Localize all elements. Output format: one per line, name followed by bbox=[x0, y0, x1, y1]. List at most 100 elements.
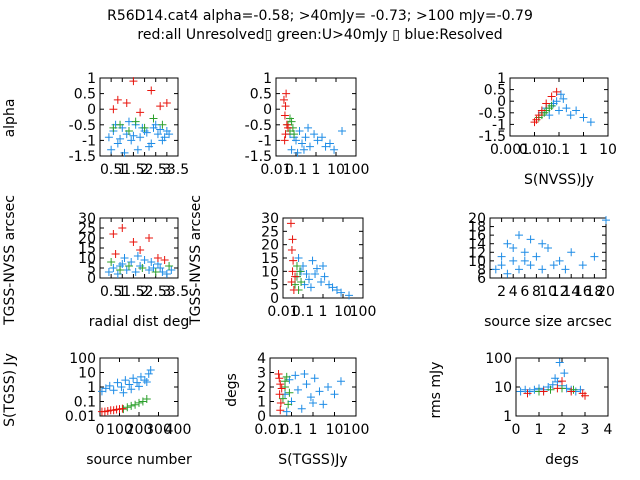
blue-point bbox=[336, 377, 345, 386]
blue-point bbox=[309, 398, 317, 407]
x-tick-label: 100 bbox=[106, 422, 133, 438]
blue-point bbox=[162, 270, 171, 278]
red-point bbox=[281, 130, 290, 139]
blue-point bbox=[109, 264, 118, 272]
y-axis-label: rms mJy bbox=[428, 362, 444, 419]
y-axis-label: degs bbox=[224, 373, 240, 407]
blue-point bbox=[144, 369, 153, 378]
red-point bbox=[162, 98, 171, 107]
green-point bbox=[140, 123, 149, 132]
red-point bbox=[280, 111, 289, 120]
x-tick-label: 0 bbox=[512, 422, 521, 438]
y-tick-label: -1 bbox=[258, 133, 272, 149]
blue-point bbox=[345, 291, 354, 300]
blue-point bbox=[292, 136, 300, 145]
green-point bbox=[116, 266, 125, 274]
green-point bbox=[142, 394, 151, 403]
y-tick-label: -1 bbox=[82, 133, 96, 149]
x-tick-label: 3.5 bbox=[167, 284, 189, 300]
blue-point bbox=[548, 380, 557, 389]
plot-frame bbox=[99, 77, 179, 157]
green-point bbox=[547, 101, 556, 110]
green-point bbox=[124, 127, 133, 136]
green-point bbox=[131, 400, 140, 409]
y-tick-label: 0 bbox=[497, 94, 506, 110]
y-tick-label: 0 bbox=[270, 291, 279, 307]
blue-point bbox=[497, 261, 506, 270]
blue-point bbox=[142, 128, 151, 137]
blue-point bbox=[338, 127, 347, 136]
blue-point bbox=[566, 111, 575, 120]
green-point bbox=[135, 398, 143, 407]
blue-point bbox=[287, 145, 296, 154]
x-tick-label: 0.001 bbox=[490, 142, 530, 158]
blue-point bbox=[516, 387, 525, 396]
red-point bbox=[276, 406, 285, 415]
blue-point bbox=[318, 133, 327, 142]
x-tick-label: 3 bbox=[581, 422, 590, 438]
y-tick-label: -0.5 bbox=[479, 106, 506, 122]
blue-point bbox=[153, 130, 162, 139]
y-tick-label: 10 bbox=[78, 251, 96, 267]
y-tick-label: 0 bbox=[87, 102, 96, 118]
x-tick-label: 2 bbox=[140, 284, 149, 300]
x-tick-label: 0.01 bbox=[519, 142, 550, 158]
blue-point bbox=[133, 252, 142, 260]
red-point bbox=[136, 108, 145, 117]
blue-point bbox=[156, 125, 165, 134]
red-point bbox=[281, 102, 290, 111]
red-point bbox=[581, 391, 589, 400]
blue-point bbox=[113, 270, 122, 278]
x-tick-label: 300 bbox=[145, 422, 172, 438]
x-tick-label: 14 bbox=[562, 284, 580, 300]
blue-point bbox=[306, 393, 315, 402]
x-tick-label: 1.5 bbox=[122, 162, 144, 178]
green-point bbox=[297, 278, 306, 286]
y-tick-label: 2 bbox=[257, 380, 266, 396]
blue-point bbox=[116, 134, 125, 143]
blue-point bbox=[127, 258, 136, 266]
blue-point bbox=[549, 261, 558, 270]
y-tick-label: 30 bbox=[261, 211, 279, 227]
x-tick-label: 2 bbox=[497, 284, 506, 300]
x-tick-label: 16 bbox=[574, 284, 592, 300]
blue-point bbox=[559, 94, 568, 103]
blue-point bbox=[579, 113, 588, 122]
red-point bbox=[291, 272, 300, 281]
green-point bbox=[290, 130, 299, 139]
green-point bbox=[151, 268, 160, 276]
blue-point bbox=[308, 256, 317, 265]
x-tick-label: 6 bbox=[520, 284, 529, 300]
y-tick-label: 1 bbox=[263, 71, 272, 87]
green-point bbox=[127, 401, 136, 410]
blue-point bbox=[311, 270, 320, 278]
blue-point bbox=[332, 286, 341, 294]
blue-point bbox=[312, 264, 321, 273]
blue-point bbox=[136, 372, 145, 381]
green-point bbox=[131, 117, 140, 126]
blue-point bbox=[555, 358, 564, 367]
x-tick-label: 1 bbox=[118, 284, 127, 300]
y-tick-label: 1 bbox=[87, 71, 96, 87]
x-tick-label: 3 bbox=[162, 162, 171, 178]
blue-point bbox=[293, 148, 302, 157]
x-tick-label: 0.01 bbox=[260, 162, 291, 178]
blue-point bbox=[127, 136, 136, 145]
blue-point bbox=[291, 371, 300, 380]
blue-point bbox=[330, 390, 339, 399]
plot-frame bbox=[99, 217, 179, 279]
red-point bbox=[111, 250, 120, 258]
blue-point bbox=[140, 256, 149, 264]
x-tick-label: 0.1 bbox=[285, 162, 307, 178]
x-tick-label: 0.5 bbox=[100, 162, 122, 178]
x-tick-label: 100 bbox=[350, 304, 377, 320]
green-point bbox=[116, 120, 125, 129]
blue-point bbox=[305, 142, 314, 151]
y-tick-label: 18 bbox=[468, 220, 486, 236]
x-tick-label: 4 bbox=[604, 422, 613, 438]
blue-point bbox=[330, 145, 339, 154]
